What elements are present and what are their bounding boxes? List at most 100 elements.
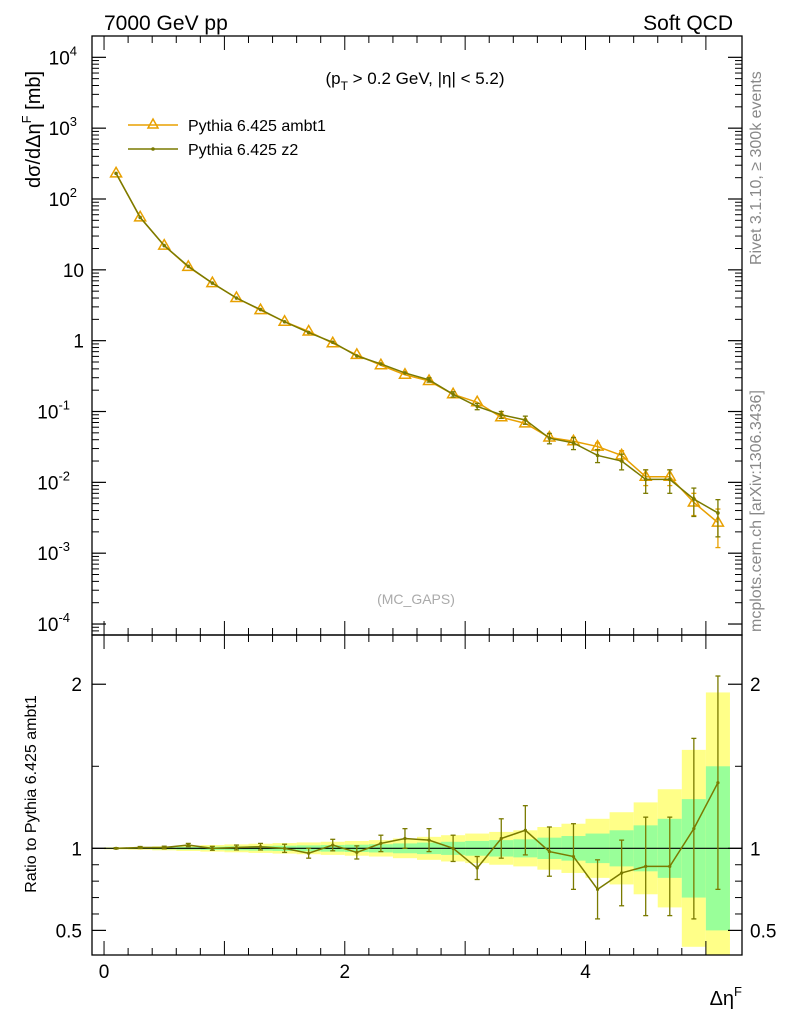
ratio-xlabel: ΔηF — [710, 984, 742, 1010]
y-tick-label-base: 10 — [37, 544, 58, 565]
data-point-dot — [138, 215, 142, 220]
y-tick-label: 104 — [49, 43, 77, 69]
ratio-point — [258, 845, 263, 849]
ratio-y-tick-label-right: 2 — [750, 675, 761, 696]
data-point-dot — [234, 296, 239, 300]
ratio-point — [499, 836, 503, 841]
data-point-triangle — [325, 335, 340, 348]
ratio-point — [379, 841, 383, 846]
data-point-dot — [210, 281, 215, 285]
data-point-dot — [427, 378, 431, 382]
ratio-y-tick-label-right: 1 — [750, 839, 761, 860]
data-point-dot — [571, 441, 576, 445]
header-right: Soft QCD — [643, 12, 733, 35]
legend-label-ambt1: Pythia 6.425 ambt1 — [188, 118, 326, 135]
ratio-point — [692, 827, 696, 831]
data-point-dot — [499, 412, 504, 417]
data-point-triangle — [181, 259, 196, 272]
series-line — [115, 173, 719, 514]
main-annotation: (pT > 0.2 GeV, |η| < 5.2) — [325, 69, 504, 93]
data-point-dot — [667, 477, 672, 482]
data-point-dot — [692, 497, 696, 501]
data-point-triangle — [157, 238, 172, 250]
data-point-dot — [403, 371, 407, 375]
header-left: 7000 GeV pp — [104, 12, 228, 35]
data-point-dot — [451, 392, 455, 397]
y-tick-label-exp: 3 — [70, 114, 77, 129]
ratio-point — [282, 846, 287, 850]
legend: Pythia 6.425 ambt1 Pythia 6.425 z2 — [128, 117, 326, 159]
ratio-point — [547, 850, 552, 854]
ratio-point — [331, 843, 335, 847]
watermark: (MC_GAPS) — [377, 591, 455, 607]
data-point-dot — [186, 264, 191, 269]
data-point-dot — [619, 459, 624, 463]
ratio-panel: 0 2 4 0.5 0.5 1 1 2 2 — [56, 634, 776, 983]
data-point-dot — [258, 307, 263, 312]
data-point-dot — [162, 243, 167, 248]
data-point-dot — [643, 477, 648, 482]
side-text-bottom: mcplots.cern.ch [arXiv:1306.3436] — [748, 390, 765, 632]
ratio-point — [234, 845, 239, 850]
data-point-dot — [379, 362, 383, 366]
ratio-point — [114, 846, 118, 850]
y-tick-label-base: 10 — [49, 190, 70, 211]
ratio-point — [307, 851, 311, 855]
data-point-dot — [475, 404, 479, 409]
y-tick-label-base: 10 — [37, 473, 58, 494]
ratio-point — [427, 838, 431, 842]
ratio-point — [451, 846, 455, 850]
data-point-dot — [716, 511, 720, 515]
y-tick-label: 102 — [49, 185, 77, 211]
main-ylabel-sup: F — [19, 115, 34, 123]
data-point-triangle — [374, 357, 388, 370]
annotation-main: (p — [325, 69, 340, 88]
y-tick-label: 103 — [49, 114, 77, 140]
data-point-triangle — [301, 323, 316, 336]
ratio-y-tick-label-right: 0.5 — [750, 921, 776, 942]
data-point-dot — [306, 330, 311, 335]
legend-label-z2: Pythia 6.425 z2 — [188, 142, 298, 159]
data-point-dot — [547, 436, 552, 441]
y-tick-label-exp: 2 — [70, 185, 77, 200]
data-point-dot — [595, 453, 600, 458]
y-tick-label-exp: 4 — [70, 43, 77, 58]
side-text-top: Rivet 3.1.10, ≥ 300k events — [748, 71, 765, 265]
ratio-point — [595, 887, 600, 891]
annotation-sub: T — [341, 79, 349, 93]
ratio-point — [475, 866, 479, 870]
legend-marker-ambt1 — [146, 117, 160, 129]
y-tick-label-exp: -1 — [58, 398, 70, 413]
y-tick-label-base: 10 — [49, 48, 70, 69]
main-ylabel-text: dσ/dΔη — [23, 123, 45, 188]
y-tick-label-base: 10 — [37, 403, 58, 424]
y-tick-label: 1 — [73, 332, 84, 353]
ratio-point — [571, 854, 576, 859]
ratio-point — [355, 850, 359, 855]
ratio-point — [523, 828, 527, 832]
y-tick-label-base: 10 — [49, 119, 70, 140]
y-tick-label-exp: -4 — [58, 610, 70, 625]
y-tick-label-exp: -3 — [58, 539, 70, 554]
data-point-triangle — [133, 209, 147, 222]
data-point-dot — [114, 171, 118, 176]
y-tick-label: 10 — [63, 261, 84, 282]
data-point-dot — [523, 418, 528, 422]
data-point-dot — [330, 340, 335, 345]
main-ylabel: dσ/dΔηF [mb] — [19, 71, 45, 188]
series-line — [115, 173, 719, 524]
ratio-y-tick-label: 0.5 — [56, 921, 82, 942]
y-tick-label: 10-4 — [37, 610, 70, 636]
ratio-point — [162, 845, 166, 850]
x-tick-label: 0 — [99, 962, 110, 983]
y-tick-label: 10-3 — [37, 539, 70, 565]
y-tick-label: 10-1 — [37, 398, 70, 424]
ratio-y-tick-label: 1 — [71, 839, 82, 860]
ratio-point — [716, 781, 720, 785]
data-point-triangle — [109, 165, 123, 178]
annotation-rest: > 0.2 GeV, |η| < 5.2) — [348, 69, 505, 88]
data-point-dot — [355, 354, 359, 358]
ratio-point — [644, 864, 648, 868]
xlabel-text: Δη — [710, 988, 734, 1010]
